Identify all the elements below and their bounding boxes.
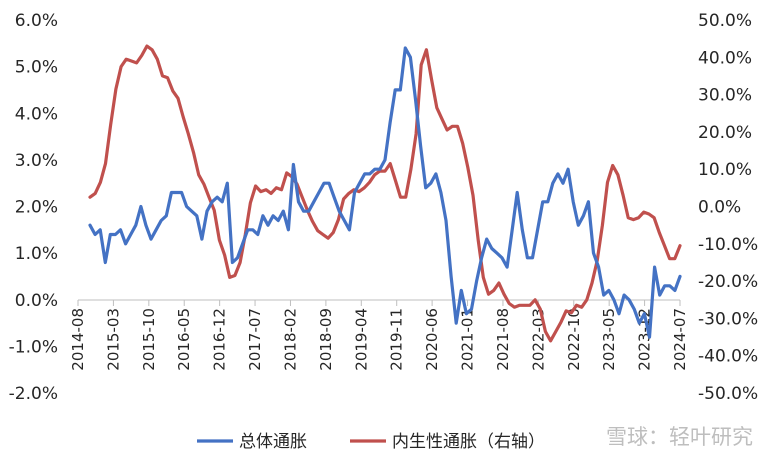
x-tick-label: 2022-03 [529,308,547,371]
x-tick-label: 2015-03 [104,308,122,371]
x-tick-label: 2017-07 [246,308,264,371]
left-tick-label: 3.0% [15,151,58,171]
legend: 总体通胀 内生性通胀（右轴） [197,432,545,452]
right-tick-label: -20.0% [698,272,758,292]
left-tick-label: -2.0% [9,384,58,404]
x-tick-label: 2016-05 [175,308,193,371]
series-lines [88,44,682,343]
x-tick-label: 2021-01 [459,308,477,371]
right-tick-label: 30.0% [698,86,752,106]
left-tick-label: 1.0% [15,244,58,264]
x-tick-label: 2020-06 [423,308,441,371]
x-tick-label: 2018-02 [281,308,299,371]
x-tick-label: 2019-04 [352,308,370,371]
x-tick-label: 2023-05 [600,308,618,371]
x-tick-label: 2019-11 [388,308,406,371]
legend-label: 内生性通胀（右轴） [392,432,545,452]
x-tick-label: 2018-09 [317,308,335,371]
right-tick-label: 10.0% [698,160,752,180]
x-tick-label: 2024-07 [671,308,689,371]
left-tick-label: 4.0% [15,104,58,124]
left-tick-label: 6.0% [15,11,58,31]
legend-label: 总体通胀 [239,432,307,452]
watermark-text: 雪球：轻叶研究 [606,425,753,449]
right-tick-label: 20.0% [698,123,752,143]
left-tick-label: -1.0% [9,337,58,357]
series-line-endogenous-inflation [88,44,682,343]
x-tick-label: 2016-12 [211,308,229,371]
right-tick-label: 50.0% [698,11,752,31]
right-tick-label: -30.0% [698,309,758,329]
x-tick-label: 2015-10 [140,308,158,371]
right-tick-label: 40.0% [698,48,752,68]
series-line-overall-inflation [88,46,682,339]
right-tick-label: -10.0% [698,235,758,255]
right-tick-label: -50.0% [698,384,758,404]
left-tick-label: 5.0% [15,58,58,78]
x-tick-label: 2014-08 [69,308,87,371]
left-tick-label: 2.0% [15,198,58,218]
x-tick-label: 2021-08 [494,308,512,371]
right-axis-ticks: -50.0% -40.0% -30.0% -20.0% -10.0% 0.0% 10.0% 2… [698,11,758,404]
x-tick-label: 2022-10 [565,308,583,371]
x-axis: 2014-08 2015-03 2015-10 2016-05 2016-12 2017-… [69,299,689,371]
left-tick-label: 0.0% [15,291,58,311]
right-tick-label: -40.0% [698,347,758,367]
right-tick-label: 0.0% [698,198,741,218]
left-axis-ticks: -2.0% -1.0% 0.0% 1.0% 2.0% 3.0% 4.0% 5.0% 6.0% [9,11,58,404]
